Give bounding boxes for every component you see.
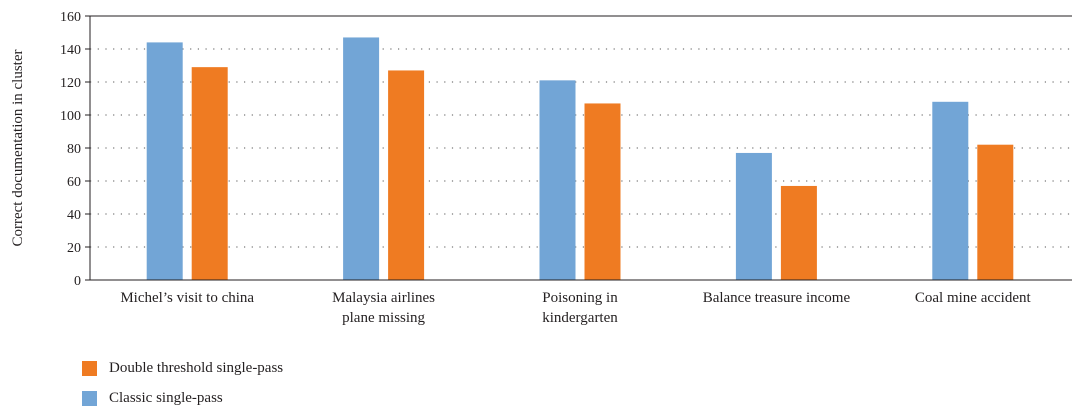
bar-classic <box>146 42 183 281</box>
y-tick-label: 140 <box>60 43 81 58</box>
x-category-label: Michel’s visit to china <box>120 290 254 306</box>
bar-double-threshold <box>584 103 621 280</box>
y-tick-label: 20 <box>67 241 81 256</box>
legend-item: Double threshold single-pass <box>82 357 283 379</box>
bar-double-threshold <box>388 70 425 280</box>
bar-double-threshold <box>780 185 817 280</box>
bar-classic <box>735 152 772 280</box>
legend-label: Classic single-pass <box>109 389 223 406</box>
gridlines <box>90 48 1072 248</box>
y-tick-label: 120 <box>60 76 81 91</box>
bar-double-threshold <box>977 144 1014 280</box>
legend: Double threshold single-pass Classic sing… <box>82 357 283 417</box>
legend-swatch <box>82 390 97 406</box>
x-category-label: Balance treasure income <box>703 290 851 306</box>
y-tick-label: 0 <box>74 274 81 289</box>
legend-item: Classic single-pass <box>82 387 283 409</box>
y-tick-label: 80 <box>67 142 81 157</box>
y-tick-label: 60 <box>67 175 81 190</box>
x-category-label: Coal mine accident <box>915 290 1032 306</box>
legend-swatch <box>82 360 97 376</box>
x-category-label: Malaysia airlines plane missing <box>332 290 435 326</box>
legend-label: Double threshold single-pass <box>109 359 284 376</box>
bar-classic <box>343 37 380 281</box>
x-category-label: Poisoning in kindergarten <box>542 290 618 326</box>
y-tick-label: 160 <box>60 10 81 25</box>
y-tick-labels: 0 20 40 60 80 100 120 140 160 <box>60 10 81 289</box>
bar-classic <box>932 101 969 280</box>
y-tick-label: 100 <box>60 109 81 124</box>
bar-classic <box>539 80 576 280</box>
x-category-labels: Michel’s visit to china Malaysia airlines… <box>120 290 1031 326</box>
bar-chart: 0 20 40 60 80 100 120 140 160 Michel’s visit to … <box>10 10 1072 326</box>
bars <box>146 37 1014 281</box>
bar-double-threshold <box>191 67 228 281</box>
axes <box>85 15 1072 281</box>
y-tick-label: 40 <box>67 208 81 223</box>
y-axis-title: Correct documentation in cluster <box>10 49 26 246</box>
